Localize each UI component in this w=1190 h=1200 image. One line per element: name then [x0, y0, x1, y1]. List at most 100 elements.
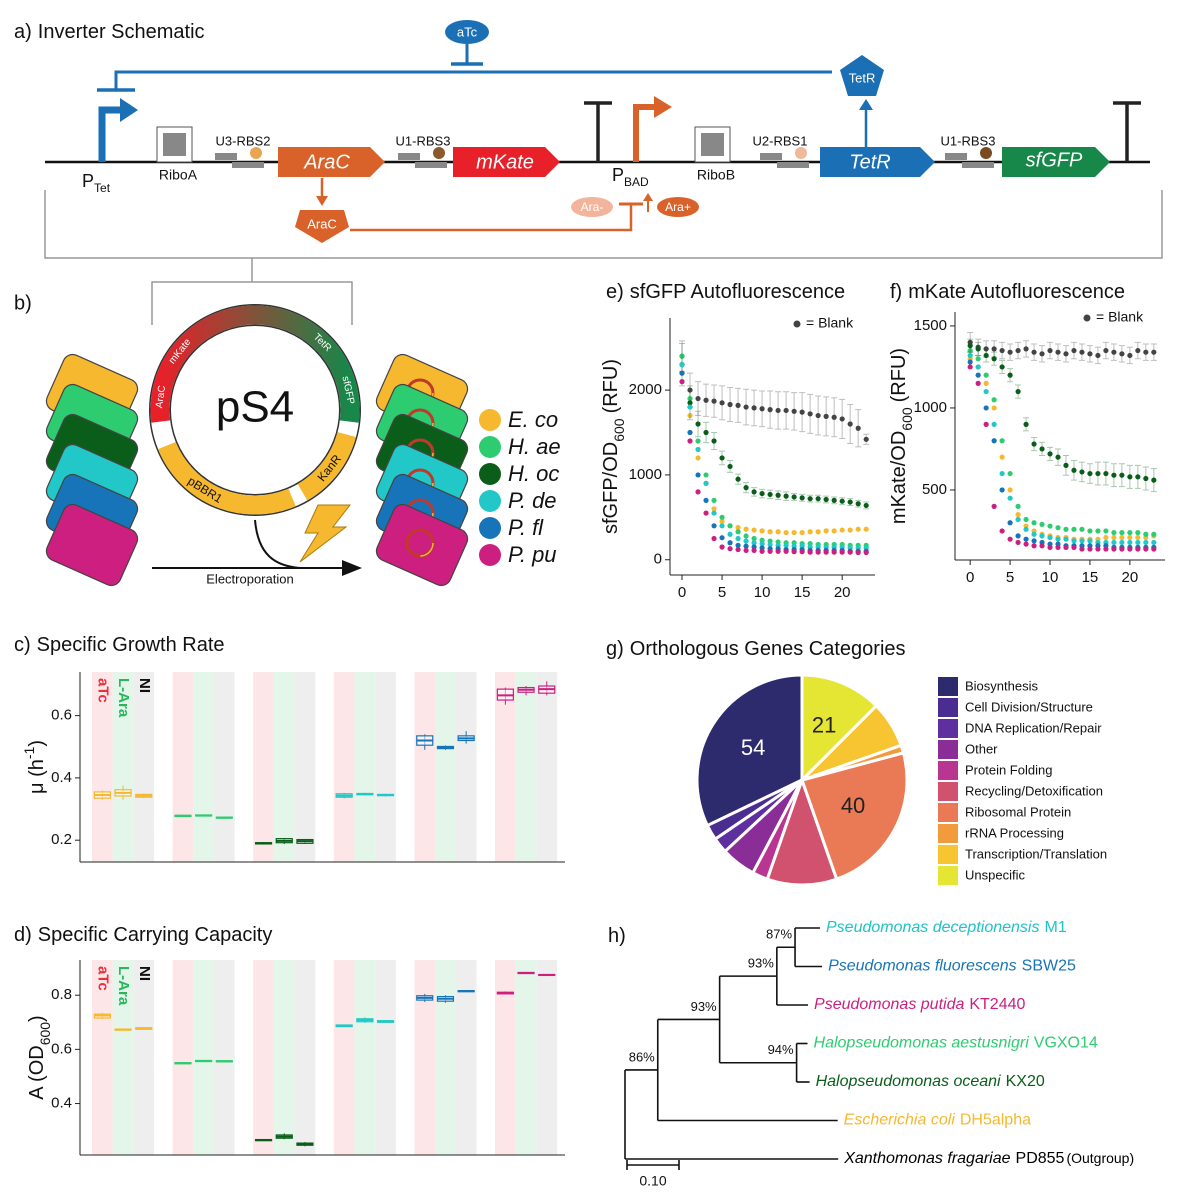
point [767, 541, 773, 548]
point [703, 429, 709, 436]
point [967, 343, 973, 349]
condition-band [112, 960, 134, 1155]
point [711, 438, 717, 444]
legend-label: H. ae [508, 434, 561, 459]
point [1055, 454, 1061, 460]
point [1031, 441, 1037, 447]
point [1143, 475, 1149, 482]
point [967, 359, 973, 365]
text-part: ) [26, 740, 48, 747]
point [991, 503, 997, 509]
y-tick-label: 1500 [914, 317, 947, 334]
legend-label: Cell Division/Structure [965, 699, 1093, 714]
point [1119, 472, 1125, 478]
condition-band [193, 960, 214, 1155]
point [703, 472, 709, 478]
point [1023, 541, 1029, 547]
text-part: e) [606, 281, 624, 303]
condition-band [273, 672, 295, 862]
point [1111, 539, 1117, 546]
plasmid-icon [406, 469, 434, 497]
x-tick-label: 10 [1042, 569, 1059, 586]
point [855, 549, 861, 556]
sfgfp-gene [1002, 147, 1110, 177]
point [1151, 539, 1157, 546]
legend-swatch [479, 490, 501, 512]
point [863, 526, 869, 532]
condition-band [536, 672, 558, 862]
rbs-label: U1-RBS3 [396, 133, 451, 148]
cells [375, 353, 469, 587]
point [815, 529, 821, 535]
point [975, 346, 981, 352]
cell [45, 503, 139, 587]
leaf-label: Pseudomonas fluorescens SBW25 [828, 958, 1076, 975]
point [695, 446, 701, 453]
point [1071, 526, 1077, 532]
point [1015, 533, 1021, 539]
point [751, 405, 757, 411]
point [1111, 472, 1117, 478]
panel-title: c) Specific Growth Rate [14, 634, 225, 656]
point [783, 407, 789, 414]
point [775, 407, 781, 414]
sub: 600 [611, 418, 627, 442]
method-label: Electroporation [206, 571, 293, 586]
point [1055, 544, 1061, 550]
condition-band [214, 960, 235, 1155]
point [751, 489, 757, 495]
condition-band [435, 960, 456, 1155]
y-axis-label: sfGFP/OD600 (RFU) [600, 359, 626, 534]
tetr-protein-label: TetR [849, 70, 876, 85]
point [775, 492, 781, 498]
point [1015, 503, 1021, 509]
point [999, 364, 1005, 370]
ribob-label: RiboB [697, 167, 735, 183]
legend-swatch [479, 409, 501, 431]
point [727, 540, 733, 546]
arac-protein [295, 210, 349, 243]
point [687, 412, 693, 419]
rbs [415, 162, 447, 168]
point [1119, 539, 1125, 546]
point [703, 480, 709, 486]
point [1103, 528, 1109, 534]
panel-title: f) mKate Autofluorescence [890, 281, 1125, 303]
y-tick-label: 0.2 [51, 831, 72, 848]
riboa-label: RiboA [159, 167, 198, 183]
point [1071, 347, 1077, 354]
legend-label: rRNA Processing [965, 825, 1064, 840]
species: Halopseudomonas aestusnigri [814, 1035, 1030, 1052]
condition-band [133, 672, 155, 862]
point [983, 372, 989, 378]
point [1143, 531, 1149, 537]
y-tick-label: 1000 [914, 399, 947, 416]
plasmid-segment [150, 305, 360, 423]
condition-band [414, 672, 436, 862]
point [735, 524, 741, 531]
y-tick-label: 0.4 [51, 769, 72, 786]
point [727, 546, 733, 552]
panel-title: a) Inverter Schematic [14, 21, 205, 43]
point [783, 529, 789, 536]
strain: PD855 [1016, 1150, 1065, 1167]
point [863, 436, 869, 442]
point [703, 397, 709, 403]
point [1143, 539, 1149, 546]
arac-gene [278, 147, 385, 177]
legend-swatch [938, 761, 958, 780]
rbs [777, 162, 809, 168]
text-part: A (OD [26, 1045, 48, 1099]
value-label: 21 [812, 712, 836, 737]
text-part: sfGFP Autofluorescence [630, 281, 845, 303]
strain: M1 [1044, 919, 1066, 936]
condition-band [92, 960, 113, 1155]
point [983, 388, 989, 395]
condition-band [253, 960, 274, 1155]
y-tick-label: 0.6 [51, 1040, 72, 1057]
condition-band [253, 672, 274, 862]
point [991, 438, 997, 444]
legend: E. coH. aeH. ocP. deP. flP. pu [479, 407, 561, 567]
gene-label: TetR [849, 151, 891, 173]
